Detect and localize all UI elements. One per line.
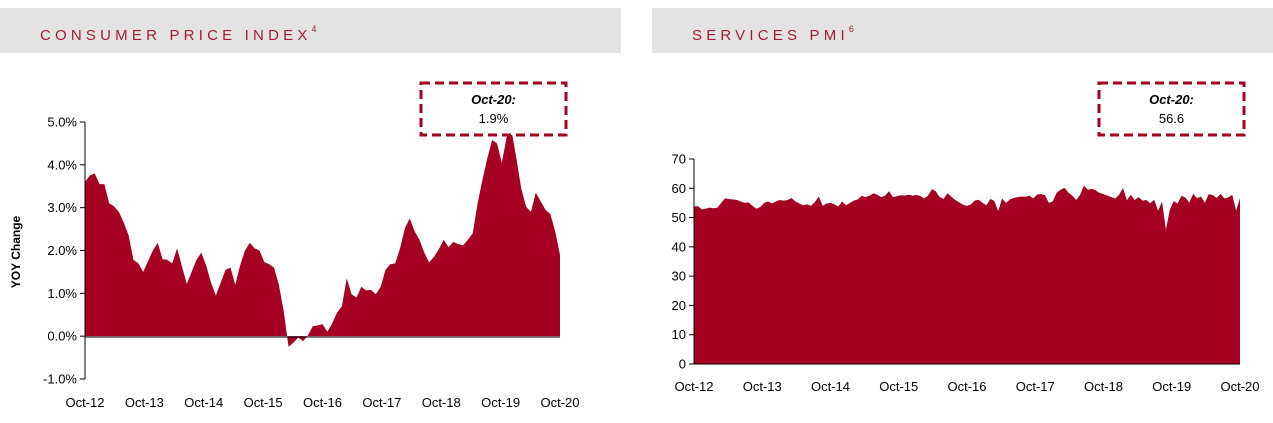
cpi-y-tick-label: 0.0%: [47, 329, 77, 344]
cpi-x-tick-label: Oct-16: [303, 395, 342, 410]
pmi-header: SERVICES PMI6: [652, 8, 1273, 53]
pmi-x-tick-label: Oct-18: [1084, 379, 1123, 394]
pmi-x-tick-label: Oct-14: [811, 379, 850, 394]
pmi-y-tick-label: 60: [672, 181, 686, 196]
cpi-header: CONSUMER PRICE INDEX4: [0, 8, 621, 53]
pmi-y-tick-label: 10: [672, 327, 686, 342]
pmi-x-tick-label: Oct-15: [879, 379, 918, 394]
cpi-callout-value: 1.9%: [479, 111, 509, 126]
pmi-y-tick-label: 50: [672, 210, 686, 225]
cpi-x-tick-label: Oct-17: [362, 395, 401, 410]
pmi-callout-value: 56.6: [1159, 111, 1184, 126]
cpi-x-tick-label: Oct-15: [244, 395, 283, 410]
pmi-y-tick-label: 40: [672, 239, 686, 254]
cpi-title-superscript: 4: [311, 24, 317, 34]
cpi-y-tick-label: -1.0%: [43, 372, 77, 387]
pmi-x-tick-label: Oct-19: [1152, 379, 1191, 394]
pmi-title: SERVICES PMI: [692, 27, 849, 44]
cpi-x-tick-label: Oct-18: [422, 395, 461, 410]
pmi-x-tick-label: Oct-20: [1220, 379, 1259, 394]
cpi-area: [85, 130, 560, 347]
pmi-x-tick-label: Oct-13: [743, 379, 782, 394]
cpi-x-tick-label: Oct-12: [65, 395, 104, 410]
cpi-x-tick-label: Oct-14: [184, 395, 223, 410]
pmi-title-superscript: 6: [848, 24, 854, 34]
cpi-callout-box: [419, 81, 568, 137]
pmi-y-tick-label: 0: [679, 357, 686, 372]
pmi-panel: SERVICES PMI6: [652, 8, 1273, 53]
cpi-x-tick-label: Oct-20: [540, 395, 579, 410]
pmi-y-tick-label: 30: [672, 269, 686, 284]
pmi-x-tick-label: Oct-17: [1016, 379, 1055, 394]
cpi-x-tick-label: Oct-19: [481, 395, 520, 410]
pmi-area: [694, 185, 1240, 364]
pmi-x-tick-label: Oct-16: [947, 379, 986, 394]
cpi-title: CONSUMER PRICE INDEX: [40, 27, 312, 44]
cpi-y-axis-label: YOY Change: [9, 215, 23, 288]
cpi-y-tick-label: 4.0%: [47, 157, 77, 172]
cpi-chart: -1.0% 0.0% 1.0% 2.0% 3.0% 4.0% 5.0% Oct-12 Oct-1…: [9, 81, 580, 410]
cpi-x-tick-label: Oct-13: [125, 395, 164, 410]
pmi-callout-box: [1097, 81, 1246, 137]
cpi-y-tick-label: 1.0%: [47, 286, 77, 301]
pmi-y-tick-label: 70: [672, 152, 686, 167]
cpi-panel: CONSUMER PRICE INDEX4: [0, 8, 621, 53]
cpi-y-tick-label: 3.0%: [47, 200, 77, 215]
pmi-callout-label: Oct-20:: [1149, 92, 1194, 107]
pmi-x-tick-label: Oct-12: [674, 379, 713, 394]
pmi-y-tick-label: 20: [672, 298, 686, 313]
cpi-callout-label: Oct-20:: [471, 92, 516, 107]
cpi-y-tick-label: 2.0%: [47, 243, 77, 258]
cpi-y-tick-label: 5.0%: [47, 115, 77, 130]
